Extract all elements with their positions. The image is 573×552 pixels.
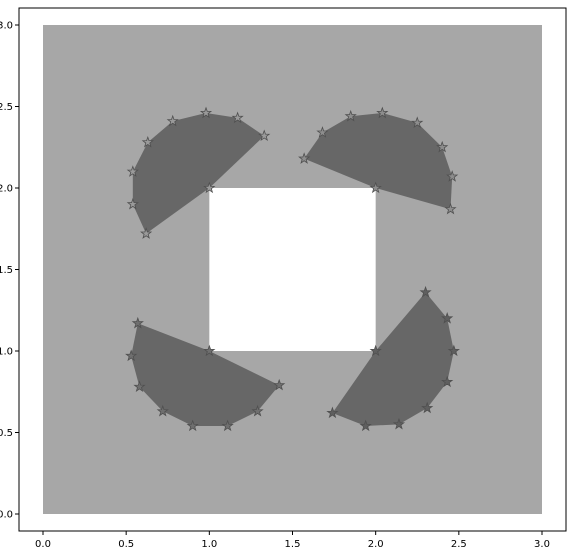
star-marker-4-6 [392,417,406,430]
filled-shape-3 [131,323,280,426]
star-marker-2-6 [436,140,449,153]
star-marker-2-7 [446,170,459,182]
y-tick-label-5: 2.0 [0,184,13,195]
x-tick-label-1: 0.0 [35,539,51,550]
star-marker-4-4 [441,375,454,388]
star-marker-4-8 [326,406,339,419]
x-tick-label-3: 1.0 [201,539,217,550]
star-marker-3-4 [133,380,146,393]
x-tick-label-2: 0.5 [118,539,134,550]
star-marker-3-2 [131,316,144,329]
y-tick-label-2: 0.5 [0,428,13,439]
y-tick-label-6: 2.5 [0,102,13,113]
y-tick-label-3: 1.0 [0,347,13,358]
hole-region [209,188,376,351]
star-marker-3-9 [273,378,286,391]
star-marker-1-1 [140,227,153,239]
star-marker-3-7 [221,419,234,432]
star-marker-2-3 [344,109,357,122]
star-marker-3-8 [251,404,264,417]
y-tick-label-1: 0.0 [0,510,13,521]
star-marker-1-4 [141,135,154,148]
filled-shape-4 [332,292,454,426]
tick-layer: 0.0 0.5 1.0 1.5 2.0 2.5 3.0 0.0 0.5 1.0 1.5 2.0 2.5 3… [0,21,550,551]
star-marker-3-3 [125,349,138,362]
x-tick-label-6: 2.5 [451,539,467,550]
star-marker-2-2 [316,126,329,138]
star-marker-2-1 [298,152,311,164]
star-marker-1-8 [258,129,271,142]
x-tick-label-7: 3.0 [534,539,550,550]
star-marker-3-5 [156,404,169,417]
filled-shape-1 [132,113,265,234]
star-marker-4-1 [419,285,432,298]
y-tick-label-4: 1.5 [0,265,13,276]
star-marker-4-2 [441,311,454,324]
star-marker-2-9 [369,181,382,194]
star-marker-2-8 [444,202,457,215]
y-tick-label-7: 3.0 [0,21,13,32]
filled-shape-2 [304,113,453,210]
star-marker-4-3 [447,344,460,357]
x-tick-label-5: 2.0 [368,539,384,550]
star-marker-1-7 [231,111,244,124]
x-tick-label-4: 1.5 [285,539,301,550]
star-marker-1-9 [203,181,216,194]
star-marker-2-4 [376,106,389,119]
star-marker-1-2 [126,197,139,210]
star-marker-1-6 [199,106,213,119]
star-marker-3-6 [186,419,199,432]
data-layer [43,25,542,514]
star-marker-2-5 [411,116,424,128]
star-marker-1-3 [126,165,139,177]
star-marker-4-7 [359,419,372,432]
star-marker-1-5 [166,114,179,127]
star-marker-4-9 [369,344,382,357]
star-marker-3-1 [203,344,216,357]
star-marker-4-5 [421,401,434,414]
